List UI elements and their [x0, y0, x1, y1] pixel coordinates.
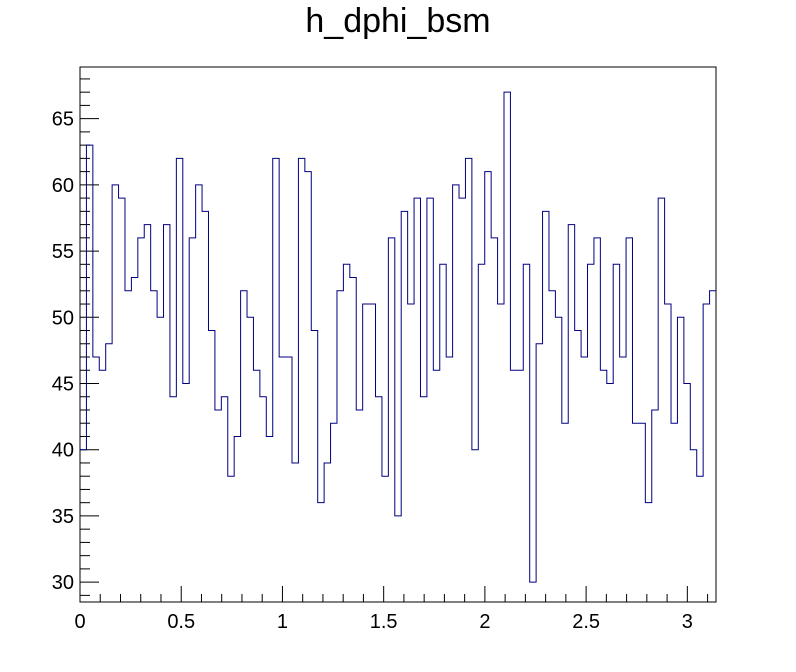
y-tick-label: 45	[52, 373, 74, 395]
x-tick-label: 3	[682, 611, 693, 633]
series-group	[80, 91, 716, 583]
y-tick-label: 65	[52, 109, 74, 131]
y-tick-label: 60	[52, 175, 74, 197]
y-axis-ticks	[80, 78, 99, 596]
y-tick-label: 55	[52, 241, 74, 263]
x-axis-ticks	[79, 586, 709, 602]
y-tick-label: 35	[52, 506, 74, 528]
x-tick-label: 2.5	[572, 611, 600, 633]
x-tick-label: 1	[277, 611, 288, 633]
x-tick-label: 2	[479, 611, 490, 633]
x-tick-label: 1.5	[370, 611, 398, 633]
y-tick-label: 50	[52, 307, 74, 329]
plot-frame	[79, 66, 717, 603]
y-axis-labels: 30 35 40 45 50 55 60 65	[52, 109, 74, 594]
y-tick-label: 40	[52, 440, 74, 462]
x-tick-label: 0	[74, 611, 85, 633]
x-tick-label: 0.5	[167, 611, 195, 633]
chart-title: h_dphi_bsm	[305, 2, 491, 40]
histogram-series-line	[80, 91, 716, 583]
y-tick-label: 30	[52, 572, 74, 594]
x-axis-labels: 0 0.5 1 1.5 2 2.5 3	[74, 611, 692, 633]
